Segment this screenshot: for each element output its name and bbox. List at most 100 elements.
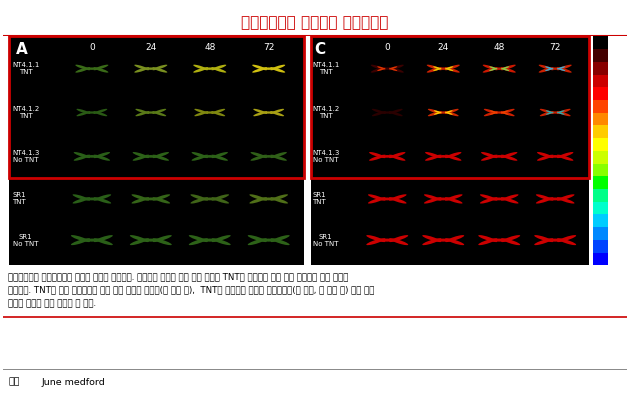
Ellipse shape [251, 155, 267, 161]
Bar [593, 87, 608, 100]
Ellipse shape [132, 194, 149, 201]
Ellipse shape [76, 109, 91, 114]
Ellipse shape [445, 238, 464, 245]
Ellipse shape [557, 197, 575, 204]
Ellipse shape [370, 67, 386, 73]
Ellipse shape [211, 109, 225, 114]
Ellipse shape [537, 152, 554, 158]
Ellipse shape [190, 194, 208, 201]
Ellipse shape [389, 111, 403, 116]
Circle shape [265, 239, 273, 242]
Ellipse shape [389, 197, 406, 204]
Ellipse shape [540, 111, 554, 116]
Ellipse shape [501, 67, 516, 73]
Text: 0.82: 0.82 [610, 41, 626, 46]
Ellipse shape [389, 152, 406, 158]
Ellipse shape [270, 64, 285, 70]
Ellipse shape [501, 152, 517, 158]
Ellipse shape [445, 197, 462, 204]
Ellipse shape [211, 152, 228, 158]
Ellipse shape [490, 110, 498, 113]
Text: NT4.1.3
No TNT: NT4.1.3 No TNT [13, 150, 40, 163]
Ellipse shape [152, 111, 166, 116]
Ellipse shape [94, 238, 113, 245]
Ellipse shape [93, 111, 107, 116]
Ellipse shape [557, 152, 573, 158]
Circle shape [496, 155, 503, 158]
Ellipse shape [152, 197, 170, 204]
Circle shape [496, 67, 503, 70]
Circle shape [147, 239, 155, 242]
Ellipse shape [93, 67, 108, 73]
Text: NT4.1.3
No TNT: NT4.1.3 No TNT [312, 150, 340, 163]
Ellipse shape [424, 194, 442, 201]
Ellipse shape [557, 155, 573, 161]
Ellipse shape [369, 152, 386, 158]
Text: 24: 24 [145, 43, 156, 52]
Circle shape [552, 67, 559, 70]
Text: NT4.1.2
TNT: NT4.1.2 TNT [312, 106, 340, 119]
Ellipse shape [211, 155, 228, 161]
Ellipse shape [76, 111, 91, 116]
Ellipse shape [270, 155, 287, 161]
Ellipse shape [427, 64, 442, 70]
Ellipse shape [152, 152, 169, 158]
Ellipse shape [481, 155, 498, 161]
Ellipse shape [425, 152, 442, 158]
Ellipse shape [251, 152, 267, 158]
Ellipse shape [270, 197, 288, 204]
Ellipse shape [536, 197, 554, 204]
Bar [593, 214, 608, 227]
Ellipse shape [194, 111, 209, 116]
Ellipse shape [434, 110, 442, 113]
Circle shape [88, 155, 96, 158]
Ellipse shape [134, 64, 149, 70]
Ellipse shape [94, 235, 113, 242]
Ellipse shape [93, 152, 110, 158]
Ellipse shape [557, 112, 564, 115]
Ellipse shape [556, 109, 571, 114]
Ellipse shape [71, 235, 90, 242]
Ellipse shape [484, 111, 498, 116]
Ellipse shape [248, 238, 267, 245]
Circle shape [384, 155, 391, 158]
Ellipse shape [557, 68, 565, 71]
Ellipse shape [445, 64, 460, 70]
Circle shape [440, 67, 447, 70]
Ellipse shape [424, 197, 442, 204]
Ellipse shape [152, 64, 168, 70]
Ellipse shape [212, 238, 231, 245]
Ellipse shape [377, 66, 386, 69]
Ellipse shape [72, 197, 90, 204]
Ellipse shape [428, 109, 442, 114]
Bar [593, 113, 608, 125]
Ellipse shape [434, 112, 442, 115]
Ellipse shape [270, 152, 287, 158]
Ellipse shape [389, 68, 398, 71]
Ellipse shape [93, 194, 111, 201]
Ellipse shape [370, 64, 386, 70]
Text: 48: 48 [493, 43, 505, 52]
Text: 48: 48 [204, 43, 215, 52]
Text: 바이오센서로 활용되는 합성생물학: 바이오센서로 활용되는 합성생물학 [241, 15, 389, 30]
Ellipse shape [248, 235, 267, 242]
Circle shape [439, 197, 447, 200]
Ellipse shape [534, 238, 553, 245]
Ellipse shape [252, 67, 267, 73]
Circle shape [88, 197, 96, 200]
Circle shape [440, 155, 447, 158]
Ellipse shape [557, 194, 575, 201]
Text: SR1
No TNT: SR1 No TNT [312, 234, 338, 247]
Ellipse shape [389, 235, 408, 242]
Ellipse shape [445, 66, 454, 69]
Circle shape [383, 239, 391, 242]
Ellipse shape [194, 109, 209, 114]
Ellipse shape [478, 235, 498, 242]
Ellipse shape [478, 238, 498, 245]
Ellipse shape [557, 235, 576, 242]
Ellipse shape [253, 111, 267, 116]
Ellipse shape [192, 152, 208, 158]
Circle shape [440, 111, 447, 114]
Bar [593, 49, 608, 62]
Ellipse shape [501, 112, 508, 115]
